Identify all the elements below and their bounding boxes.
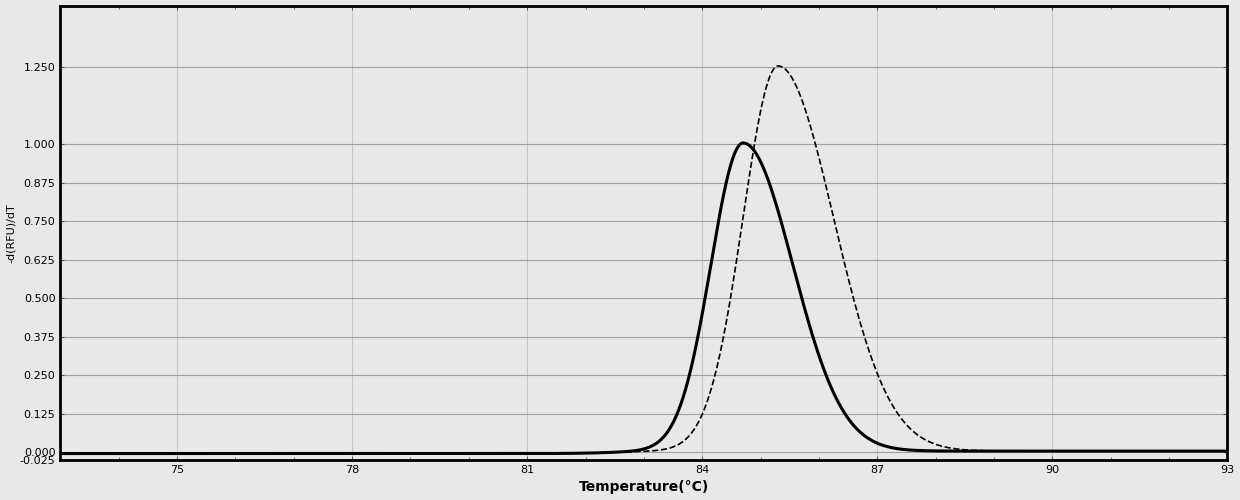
Y-axis label: -d(RFU)/dT: -d(RFU)/dT	[5, 203, 16, 262]
X-axis label: Temperature(°C): Temperature(°C)	[579, 480, 709, 494]
